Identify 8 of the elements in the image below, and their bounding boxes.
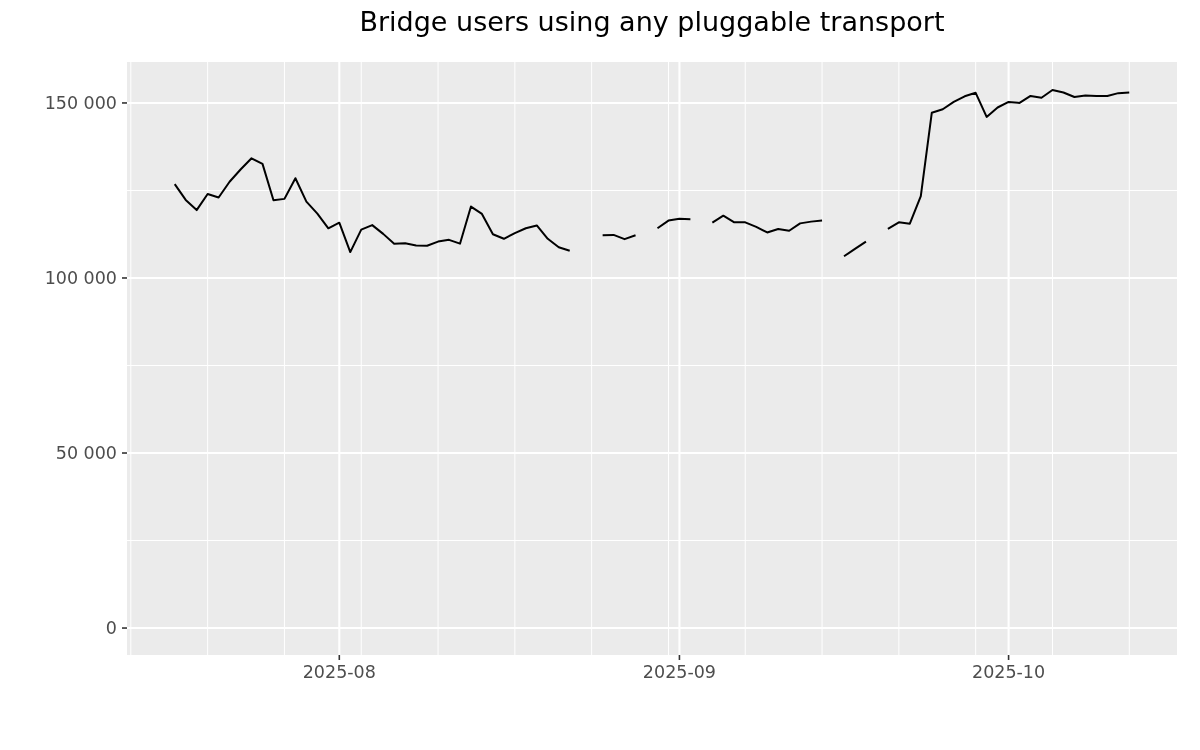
x-tick-label: 2025-09 — [642, 662, 716, 682]
y-tick-label: 150 000 — [44, 93, 117, 114]
x-tick-label: 2025-10 — [972, 662, 1046, 682]
y-tick-label: 100 000 — [44, 268, 117, 289]
y-tick-label: 50 000 — [55, 443, 117, 464]
x-tick-label: 2025-08 — [302, 662, 376, 682]
y-tick-label: 0 — [105, 618, 117, 639]
chart-title: Bridge users using any pluggable transport — [359, 6, 945, 37]
